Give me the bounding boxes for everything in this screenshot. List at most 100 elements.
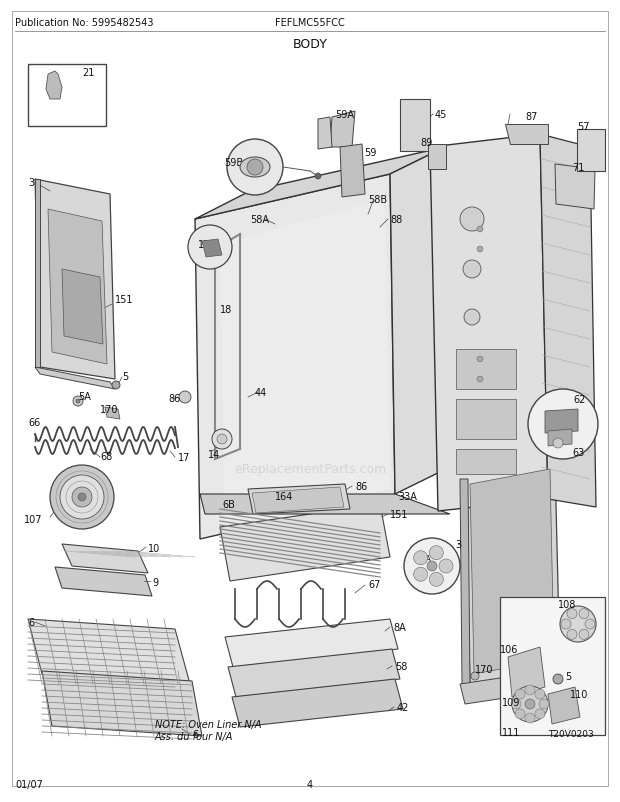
Circle shape [512, 687, 548, 722]
Circle shape [217, 435, 227, 444]
Circle shape [539, 699, 549, 709]
Circle shape [439, 559, 453, 573]
Circle shape [471, 672, 479, 680]
Text: 5: 5 [565, 671, 571, 681]
Text: 42: 42 [397, 702, 409, 712]
Text: eReplacementParts.com: eReplacementParts.com [234, 463, 386, 476]
Polygon shape [28, 619, 190, 684]
Text: 17: 17 [178, 452, 190, 463]
Polygon shape [545, 410, 578, 433]
Text: 66: 66 [28, 418, 40, 427]
Circle shape [525, 699, 535, 709]
Polygon shape [225, 619, 398, 667]
Text: 106: 106 [500, 644, 518, 654]
Circle shape [427, 561, 437, 571]
Text: 63: 63 [572, 448, 584, 457]
Text: 6: 6 [192, 729, 198, 739]
Circle shape [525, 685, 535, 695]
Polygon shape [195, 175, 395, 539]
Polygon shape [200, 494, 450, 514]
Text: 58: 58 [395, 661, 407, 671]
Circle shape [567, 630, 577, 639]
Polygon shape [195, 148, 445, 220]
Polygon shape [465, 464, 560, 684]
Bar [428, 145, 446, 170]
Text: 107: 107 [24, 514, 43, 525]
Polygon shape [548, 687, 580, 724]
Bar [577, 130, 605, 172]
Text: 59A: 59A [335, 110, 354, 119]
Text: 58A: 58A [250, 215, 269, 225]
Bar [28, 65, 106, 127]
Circle shape [567, 609, 577, 619]
Polygon shape [548, 429, 572, 447]
Bar [456, 399, 516, 439]
Bar [500, 597, 605, 735]
Polygon shape [62, 545, 148, 573]
Circle shape [463, 261, 481, 278]
Ellipse shape [240, 158, 270, 178]
Text: 108: 108 [558, 599, 577, 610]
Circle shape [227, 140, 283, 196]
Bar [456, 350, 516, 390]
Text: 5A: 5A [78, 391, 91, 402]
Circle shape [477, 357, 483, 363]
Text: 59: 59 [364, 148, 376, 158]
Circle shape [112, 382, 120, 390]
Polygon shape [252, 488, 344, 513]
Text: 33A: 33A [398, 492, 417, 501]
Text: 89: 89 [420, 138, 432, 148]
Circle shape [553, 439, 563, 448]
Text: 10: 10 [148, 543, 160, 553]
Circle shape [464, 310, 480, 326]
Bar [400, 100, 430, 152]
Polygon shape [460, 669, 565, 704]
Text: NOTE: Oven Liner N/A
Ass. du four N/A: NOTE: Oven Liner N/A Ass. du four N/A [155, 719, 262, 741]
Text: 3: 3 [455, 539, 461, 549]
Circle shape [477, 227, 483, 233]
Circle shape [525, 713, 535, 723]
Circle shape [414, 551, 428, 565]
Circle shape [404, 538, 460, 594]
Circle shape [72, 488, 92, 508]
Polygon shape [340, 145, 365, 198]
Text: 111: 111 [502, 727, 520, 737]
Polygon shape [540, 135, 596, 508]
Text: 6: 6 [28, 618, 34, 627]
Text: 88: 88 [390, 215, 402, 225]
Polygon shape [220, 504, 390, 581]
Polygon shape [232, 679, 403, 727]
Polygon shape [202, 240, 222, 257]
Circle shape [561, 619, 571, 630]
Polygon shape [35, 367, 115, 390]
Polygon shape [248, 484, 350, 514]
Text: Publication No: 5995482543: Publication No: 5995482543 [15, 18, 154, 28]
Text: 151: 151 [390, 509, 409, 520]
Text: 5: 5 [122, 371, 128, 382]
Circle shape [73, 396, 83, 407]
Circle shape [515, 689, 525, 699]
Circle shape [179, 391, 191, 403]
Polygon shape [46, 72, 62, 100]
Circle shape [212, 429, 232, 449]
Circle shape [429, 546, 443, 560]
Circle shape [414, 568, 428, 581]
Circle shape [528, 390, 598, 460]
Circle shape [535, 689, 545, 699]
Text: 151: 151 [115, 294, 133, 305]
Circle shape [315, 174, 321, 180]
Circle shape [60, 476, 104, 520]
Text: 5A: 5A [420, 554, 431, 563]
Polygon shape [430, 135, 548, 512]
Polygon shape [330, 111, 355, 148]
Text: 21: 21 [82, 68, 94, 78]
Polygon shape [105, 407, 120, 419]
Circle shape [477, 247, 483, 253]
Text: 45: 45 [435, 110, 448, 119]
Text: 71: 71 [572, 163, 585, 172]
Text: 8A: 8A [393, 622, 405, 632]
Circle shape [560, 606, 596, 642]
Circle shape [460, 208, 484, 232]
Polygon shape [318, 118, 332, 150]
Polygon shape [62, 269, 103, 345]
